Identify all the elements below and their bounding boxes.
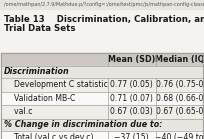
Bar (0, 0, 204, 9)
Text: 0.76 (0.75-0: 0.76 (0.75-0 (156, 80, 203, 89)
Bar (1, 105, 203, 119)
Text: 0.77 (0.05): 0.77 (0.05) (110, 80, 153, 89)
Text: Validation MB-C: Validation MB-C (4, 94, 75, 103)
Text: 0.67 (0.65-0: 0.67 (0.65-0 (156, 107, 203, 116)
Bar (1, 131, 203, 139)
Bar (1, 78, 203, 91)
Text: Development C statistic: Development C statistic (4, 80, 108, 89)
Text: −40 (−49 to: −40 (−49 to (155, 133, 204, 139)
Bar (1, 53, 203, 66)
Bar (1, 91, 203, 105)
Text: 0.67 (0.03): 0.67 (0.03) (110, 107, 153, 116)
Text: % Change in discrimination due to:: % Change in discrimination due to: (4, 120, 163, 129)
Text: Discrimination: Discrimination (4, 68, 70, 76)
Text: 0.68 (0.66-0: 0.68 (0.66-0 (156, 94, 203, 103)
Text: Median (IQ: Median (IQ (155, 55, 204, 64)
Text: Total (val.c vs dev.c): Total (val.c vs dev.c) (4, 133, 93, 139)
Text: Table 13    Discrimination, Calibration, and NB of Acute HF M: Table 13 Discrimination, Calibration, an… (4, 15, 204, 24)
Text: −37 (15): −37 (15) (114, 133, 149, 139)
Bar (1, 66, 203, 78)
Text: 0.71 (0.07): 0.71 (0.07) (110, 94, 153, 103)
Text: Mean (SD): Mean (SD) (108, 55, 155, 64)
Text: Trial Data Sets: Trial Data Sets (4, 24, 75, 33)
Bar (1, 119, 203, 131)
Text: val.c: val.c (4, 107, 32, 116)
Text: /ome/mathpan/2.7.9/Mathdue.p/?config=:/ome/test/pmc/js/mathpan-config-classes.3.: /ome/mathpan/2.7.9/Mathdue.p/?config=:/o… (4, 2, 204, 7)
